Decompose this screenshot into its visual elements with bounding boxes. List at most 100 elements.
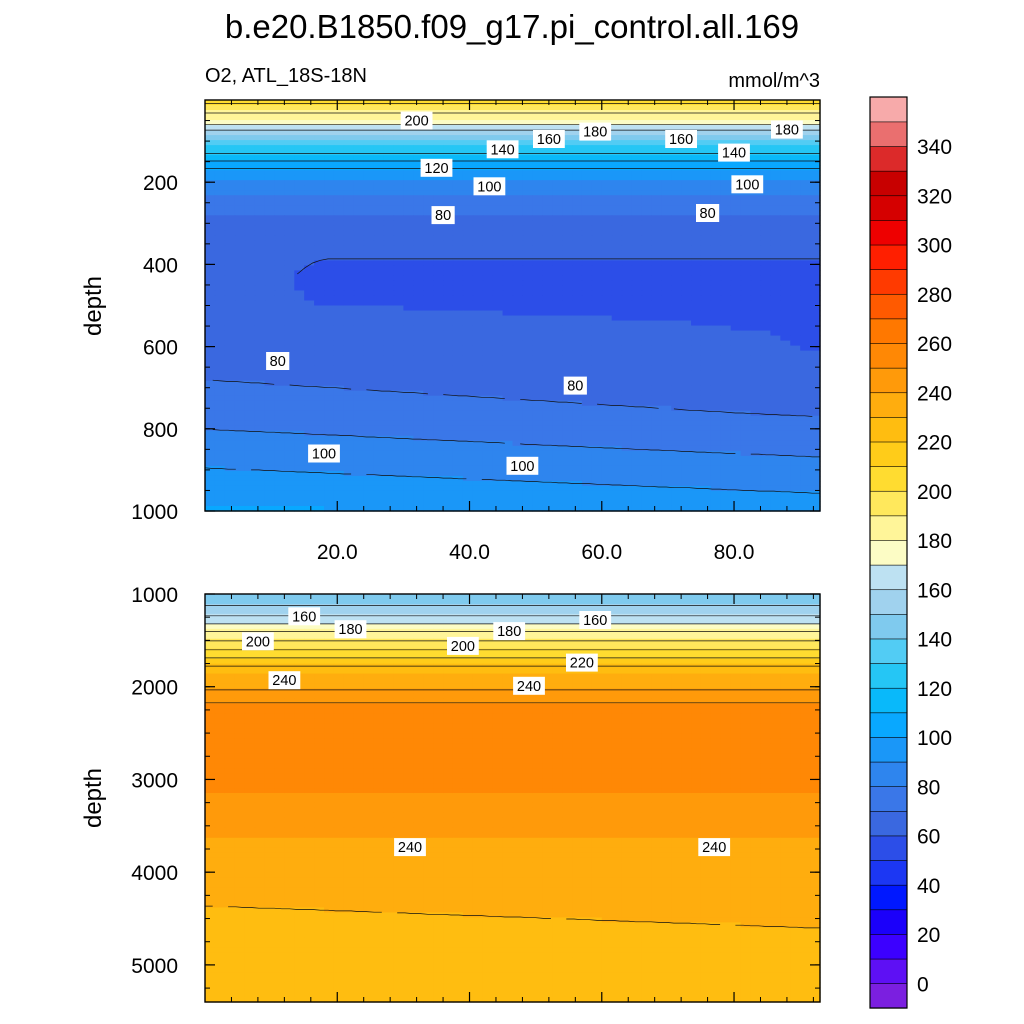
field-cell bbox=[452, 295, 464, 302]
field-cell bbox=[482, 455, 494, 462]
field-cell bbox=[373, 230, 385, 236]
field-cell bbox=[244, 135, 256, 141]
field-cell bbox=[502, 390, 514, 397]
field-cell bbox=[572, 300, 583, 307]
field-cell bbox=[443, 245, 454, 251]
field-cell bbox=[443, 330, 454, 337]
field-cell bbox=[522, 365, 533, 372]
field-cell bbox=[224, 335, 236, 342]
field-cell bbox=[621, 420, 633, 427]
field-cell bbox=[681, 160, 692, 166]
field-cell bbox=[214, 495, 226, 502]
field-cell bbox=[581, 215, 593, 221]
field-cell bbox=[572, 190, 583, 196]
field-cell bbox=[462, 195, 474, 201]
field-cell bbox=[800, 435, 811, 442]
field-cell bbox=[740, 305, 752, 312]
field-cell bbox=[750, 400, 762, 407]
field-cell bbox=[423, 100, 434, 106]
field-cell bbox=[700, 375, 712, 382]
field-cell bbox=[314, 175, 325, 181]
field-cell bbox=[403, 375, 414, 382]
field-cell bbox=[443, 395, 454, 402]
field-cell bbox=[740, 460, 752, 467]
field-cell bbox=[691, 300, 702, 307]
field-cell bbox=[294, 225, 305, 231]
field-cell bbox=[572, 365, 583, 372]
field-cell bbox=[591, 105, 603, 111]
field-cell bbox=[274, 345, 285, 352]
field-cell bbox=[780, 180, 791, 186]
field-cell bbox=[214, 360, 226, 367]
field-cell bbox=[710, 390, 722, 397]
field-cell bbox=[393, 325, 404, 332]
field-cell bbox=[462, 160, 474, 166]
field-cell bbox=[532, 405, 543, 412]
field-cell bbox=[542, 485, 553, 492]
field-cell bbox=[710, 200, 722, 206]
field-cell bbox=[492, 245, 504, 251]
field-cell bbox=[324, 265, 335, 272]
field-cell bbox=[452, 105, 464, 111]
field-cell bbox=[234, 200, 246, 206]
field-cell bbox=[532, 320, 543, 327]
field-cell bbox=[234, 385, 246, 392]
field-cell bbox=[353, 155, 365, 161]
field-cell bbox=[720, 405, 732, 412]
field-cell bbox=[353, 390, 365, 397]
field-cell bbox=[284, 420, 295, 427]
field-cell bbox=[274, 195, 285, 201]
field-cell bbox=[651, 105, 662, 111]
field-cell bbox=[720, 140, 732, 146]
field-cell bbox=[700, 180, 712, 186]
field-cell bbox=[700, 190, 712, 196]
field-cell bbox=[552, 245, 563, 251]
field-cell bbox=[274, 295, 285, 302]
field-cell bbox=[810, 245, 821, 251]
field-cell bbox=[730, 100, 742, 106]
field-cell bbox=[314, 500, 325, 507]
field-cell bbox=[433, 250, 444, 256]
field-cell bbox=[373, 445, 385, 452]
field-cell bbox=[671, 415, 682, 422]
field-cell bbox=[333, 490, 345, 497]
field-cell bbox=[750, 490, 762, 497]
field-cell bbox=[552, 155, 563, 161]
field-cell bbox=[423, 315, 434, 322]
field-cell bbox=[462, 125, 474, 131]
field-cell bbox=[264, 445, 276, 452]
field-cell bbox=[581, 485, 593, 492]
field-cell bbox=[512, 445, 524, 452]
field-cell bbox=[363, 100, 375, 106]
field-cell bbox=[462, 170, 474, 176]
field-cell bbox=[691, 195, 702, 201]
field-cell bbox=[502, 195, 514, 201]
field-cell bbox=[492, 310, 504, 317]
field-cell bbox=[383, 385, 395, 392]
field-cell bbox=[244, 455, 256, 462]
field-cell bbox=[621, 130, 633, 136]
field-cell bbox=[433, 415, 444, 422]
field-cell bbox=[333, 375, 345, 382]
field-cell bbox=[274, 450, 285, 457]
field-cell bbox=[631, 220, 643, 226]
field-cell bbox=[542, 195, 553, 201]
field-cell bbox=[552, 400, 563, 407]
field-cell bbox=[681, 195, 692, 201]
field-cell bbox=[760, 125, 771, 131]
field-cell bbox=[254, 460, 266, 467]
field-cell bbox=[274, 495, 285, 502]
field-cell bbox=[800, 370, 811, 377]
field-cell bbox=[671, 365, 682, 372]
field-cell bbox=[205, 355, 216, 362]
field-cell bbox=[800, 405, 811, 412]
field-cell bbox=[443, 225, 454, 231]
field-cell bbox=[324, 410, 335, 417]
field-cell bbox=[700, 280, 712, 287]
field-cell bbox=[363, 165, 375, 171]
field-cell bbox=[324, 435, 335, 442]
field-cell bbox=[234, 375, 246, 382]
field-cell bbox=[780, 210, 791, 216]
field-cell bbox=[413, 210, 424, 216]
field-cell bbox=[552, 185, 563, 191]
